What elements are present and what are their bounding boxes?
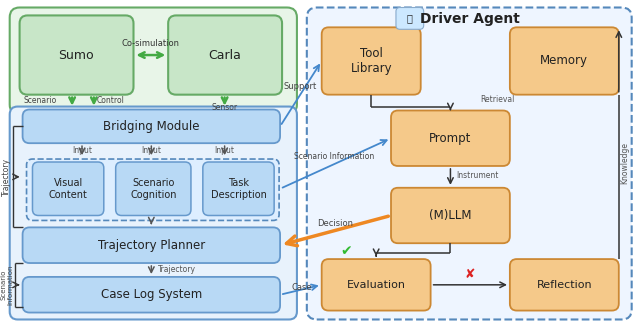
FancyBboxPatch shape	[510, 27, 619, 95]
Text: Sumo: Sumo	[58, 49, 94, 62]
FancyBboxPatch shape	[391, 188, 510, 243]
FancyBboxPatch shape	[203, 162, 274, 215]
FancyBboxPatch shape	[22, 110, 280, 143]
Text: Driver Agent: Driver Agent	[420, 12, 520, 26]
Text: Case Log System: Case Log System	[100, 288, 202, 301]
Text: Trajectory: Trajectory	[158, 265, 196, 274]
FancyBboxPatch shape	[168, 15, 282, 95]
Text: Scenario
Information: Scenario Information	[0, 265, 13, 305]
Text: Evaluation: Evaluation	[347, 280, 406, 290]
Text: Memory: Memory	[540, 54, 588, 67]
FancyBboxPatch shape	[510, 259, 619, 311]
Text: Decision: Decision	[317, 219, 353, 228]
Text: Tool
Library: Tool Library	[350, 47, 392, 75]
Text: Input: Input	[141, 146, 161, 155]
Text: Scenario
Cognition: Scenario Cognition	[130, 178, 177, 200]
FancyBboxPatch shape	[116, 162, 191, 215]
Text: Sensor: Sensor	[212, 103, 237, 111]
Text: Task
Description: Task Description	[211, 178, 266, 200]
Text: 🚙: 🚙	[407, 13, 413, 23]
Text: Scenario Information: Scenario Information	[294, 152, 374, 161]
Text: Input: Input	[72, 146, 92, 155]
FancyBboxPatch shape	[307, 7, 632, 319]
Text: Knowledge: Knowledge	[620, 142, 629, 184]
FancyBboxPatch shape	[22, 227, 280, 263]
Text: Reflection: Reflection	[536, 280, 592, 290]
Text: Trajectory Planner: Trajectory Planner	[98, 239, 205, 252]
FancyBboxPatch shape	[396, 7, 424, 29]
Text: Input: Input	[214, 146, 235, 155]
Text: Retrieval: Retrieval	[480, 95, 515, 104]
Text: Instrument: Instrument	[456, 171, 499, 180]
Text: Carla: Carla	[208, 49, 241, 62]
FancyBboxPatch shape	[322, 27, 420, 95]
FancyBboxPatch shape	[22, 277, 280, 313]
FancyBboxPatch shape	[322, 259, 431, 311]
Text: ✘: ✘	[465, 268, 476, 281]
Text: Trajectory: Trajectory	[2, 158, 12, 196]
FancyBboxPatch shape	[26, 159, 279, 220]
FancyBboxPatch shape	[10, 107, 297, 319]
Text: Visual
Content: Visual Content	[49, 178, 88, 200]
FancyBboxPatch shape	[20, 15, 134, 95]
FancyBboxPatch shape	[391, 111, 510, 166]
Text: Support: Support	[284, 82, 317, 91]
Text: Co-simulation: Co-simulation	[122, 39, 179, 48]
Text: ✔: ✔	[340, 244, 352, 258]
FancyBboxPatch shape	[10, 7, 297, 114]
Text: Control: Control	[97, 96, 125, 105]
FancyBboxPatch shape	[33, 162, 104, 215]
Text: Prompt: Prompt	[429, 132, 472, 145]
Text: Scenario: Scenario	[23, 96, 56, 105]
Text: Bridging Module: Bridging Module	[103, 120, 200, 133]
Text: (M)LLM: (M)LLM	[429, 209, 472, 222]
Text: Case: Case	[292, 283, 312, 292]
